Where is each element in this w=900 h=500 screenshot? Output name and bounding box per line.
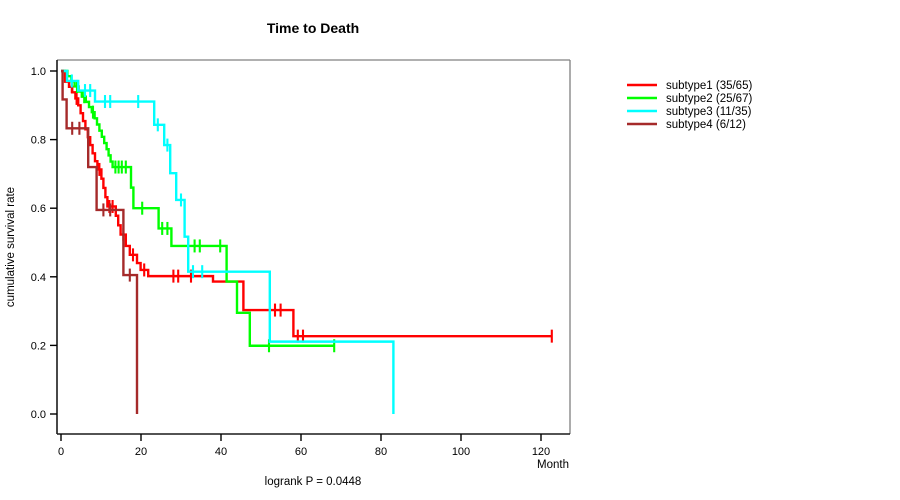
y-tick-label: 0.2: [31, 340, 46, 352]
x-tick-label: 20: [135, 446, 147, 458]
x-tick-label: 40: [215, 446, 227, 458]
y-tick-label: 0.6: [31, 203, 46, 215]
x-tick-label: 100: [452, 446, 470, 458]
y-tick-label: 1.0: [31, 66, 46, 78]
x-axis-title: Month: [537, 459, 569, 471]
y-axis-title: cumulative survival rate: [5, 187, 17, 307]
x-tick-label: 60: [295, 446, 307, 458]
x-tick-label: 80: [375, 446, 387, 458]
legend-label-subtype1: subtype1 (35/65): [666, 80, 752, 92]
series-subtype1-curve: [61, 69, 552, 338]
x-tick-label: 0: [58, 446, 64, 458]
chart-title: Time to Death: [267, 20, 359, 36]
y-tick-label: 0.8: [31, 135, 46, 147]
series-subtype2-curve: [61, 69, 335, 347]
y-tick-label: 0.4: [31, 272, 46, 284]
plot-area: 0 20 40 60 80 100 120 0.0 0.2 0.4 0.6 0.8 1.0: [31, 59, 571, 458]
series-subtype4-curve: [61, 69, 139, 414]
x-tick-label: 120: [532, 446, 550, 458]
logrank-annotation: logrank P = 0.0448: [265, 476, 362, 488]
legend-label-subtype3: subtype3 (11/35): [666, 106, 752, 118]
series-subtype3-curve: [61, 69, 395, 414]
y-tick-label: 0.0: [31, 409, 46, 421]
legend: subtype1 (35/65)subtype2 (25/67)subtype3…: [627, 80, 752, 131]
legend-label-subtype2: subtype2 (25/67): [666, 93, 752, 105]
legend-label-subtype4: subtype4 (6/12): [666, 119, 746, 131]
